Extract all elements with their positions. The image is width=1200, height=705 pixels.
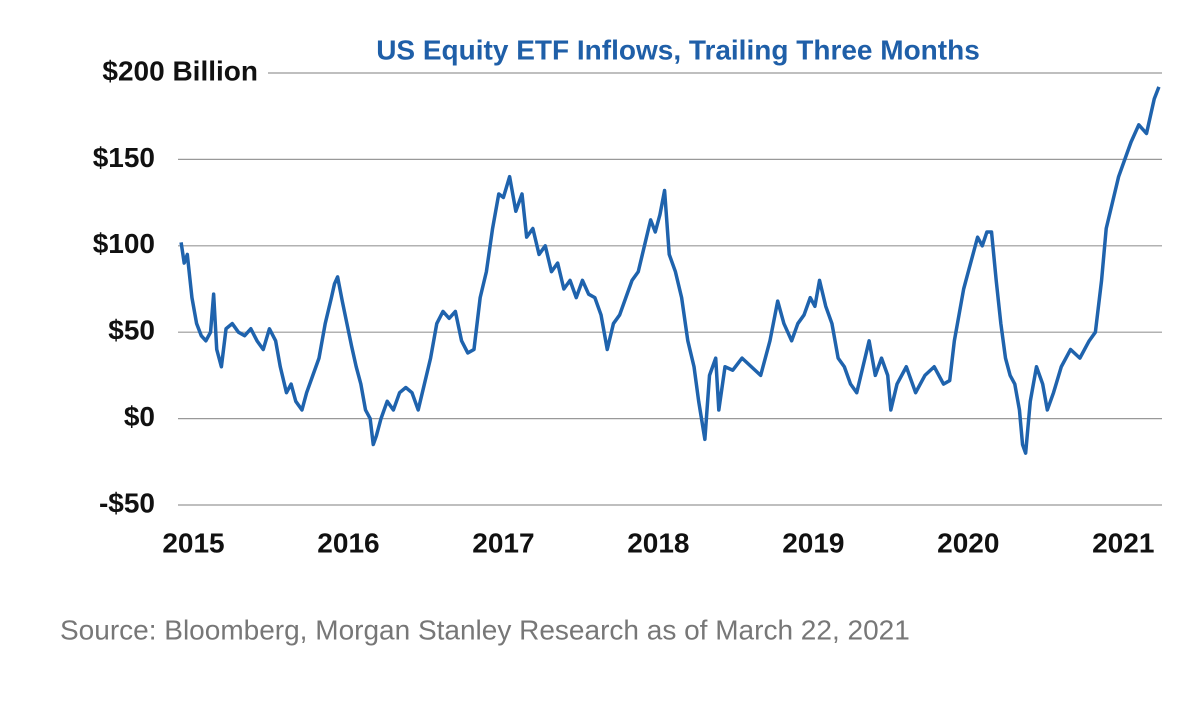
y-tick-label: $100 [93,228,155,259]
y-tick-label: $50 [108,315,155,346]
x-tick-label: 2015 [162,527,224,558]
y-tick-label: -$50 [99,487,155,518]
x-tick-label: 2020 [937,527,999,558]
x-tick-label: 2016 [317,527,379,558]
y-tick-label: $200 Billion [102,55,258,86]
x-tick-label: 2021 [1092,527,1154,558]
data-line [179,86,1161,455]
x-tick-label: 2017 [472,527,534,558]
x-tick-label: 2019 [782,527,844,558]
x-tick-label: 2018 [627,527,689,558]
chart-title: US Equity ETF Inflows, Trailing Three Mo… [376,34,980,65]
source-note: Source: Bloomberg, Morgan Stanley Resear… [60,614,910,645]
y-tick-label: $0 [124,401,155,432]
y-tick-label: $150 [93,142,155,173]
